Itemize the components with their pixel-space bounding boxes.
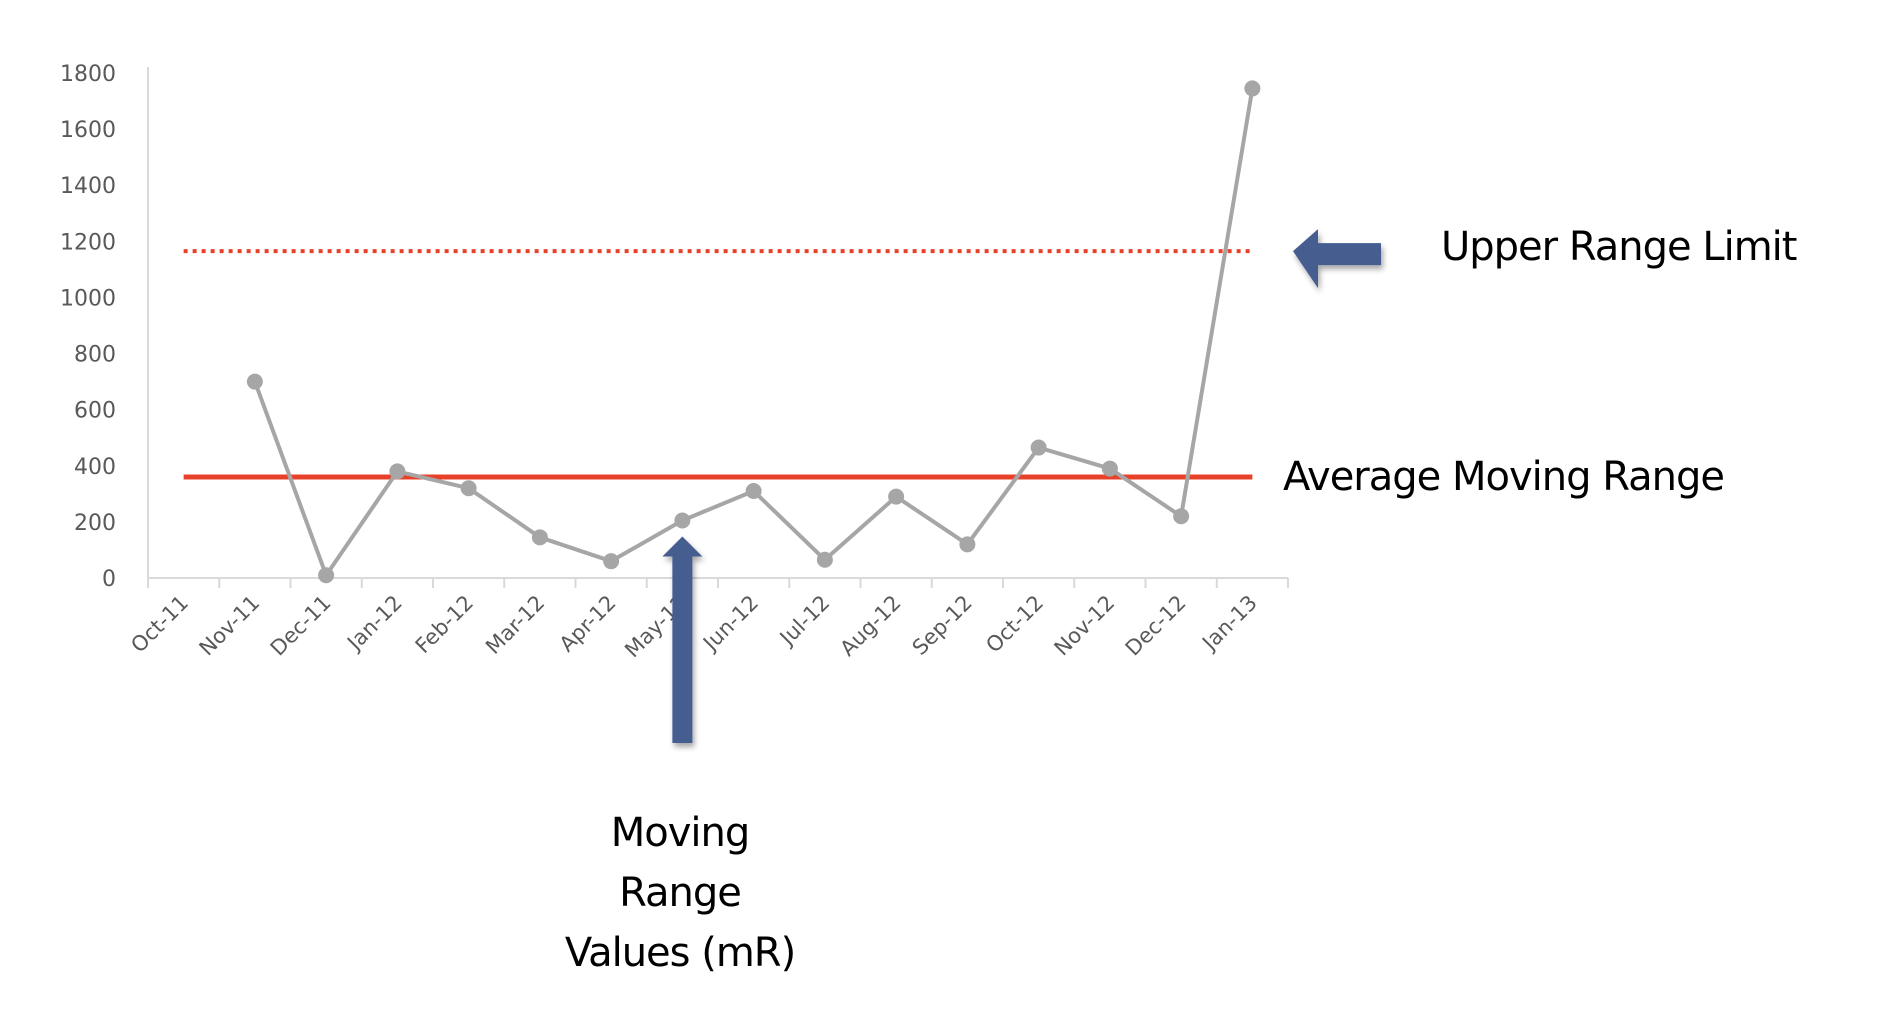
- data-point-marker: [246, 373, 263, 390]
- y-tick-label: 400: [74, 455, 116, 480]
- y-tick-label: 1800: [60, 62, 116, 87]
- y-tick-label: 1400: [60, 174, 116, 199]
- data-point-marker: [959, 536, 976, 553]
- data-point-marker: [1101, 460, 1118, 477]
- x-tick-label: Jun-12: [697, 591, 763, 657]
- x-tick-label: Dec-11: [266, 591, 336, 661]
- upper-range-limit-label: Upper Range Limit: [1441, 224, 1797, 270]
- data-point-marker: [1030, 439, 1047, 456]
- y-tick-label: 0: [102, 567, 116, 592]
- left-arrow-icon: [1293, 229, 1381, 289]
- up-arrow-icon: [662, 536, 703, 743]
- data-point-marker: [318, 567, 335, 584]
- x-tick-label: Feb-12: [411, 591, 479, 659]
- y-tick-label: 1200: [60, 230, 116, 255]
- x-tick-label: Oct-12: [981, 591, 1048, 658]
- x-axis: Oct-11 Nov-11 Dec-11 Jan-12 Feb-12 Mar-12 Apr-…: [126, 577, 1289, 662]
- series-line: [252, 88, 1255, 578]
- annotation-arrows: [662, 229, 1381, 743]
- mr-label-line-1: Moving: [610, 810, 751, 856]
- data-point-marker: [531, 529, 548, 546]
- data-point-marker: [888, 488, 905, 505]
- x-tick-label: Aug-12: [835, 591, 905, 661]
- y-axis: 0 200 400 600 800 1000 1200 1400 1600 1800: [60, 62, 149, 592]
- x-tick-label: Nov-11: [195, 591, 265, 661]
- data-point-marker: [460, 480, 477, 497]
- x-tick-label: Apr-12: [555, 591, 621, 657]
- y-tick-label: 1600: [60, 118, 116, 143]
- data-point-marker: [1173, 508, 1190, 525]
- y-tick-label: 600: [74, 399, 116, 424]
- data-series: [246, 80, 1261, 584]
- x-tick-label: Jul-12: [774, 591, 835, 652]
- x-tick-label: Jan-12: [341, 591, 407, 657]
- x-tick-label: Sep-12: [908, 591, 977, 660]
- data-point-marker: [816, 551, 833, 568]
- x-tick-label: Nov-12: [1050, 591, 1120, 661]
- y-tick-label: 800: [74, 343, 116, 368]
- average-moving-range-label: Average Moving Range: [1283, 454, 1725, 500]
- x-tick-label: Oct-11: [126, 591, 193, 658]
- moving-range-values-label: Moving Range Values (mR): [560, 803, 800, 983]
- data-point-marker: [1244, 80, 1261, 97]
- x-tick-label: Dec-12: [1121, 591, 1191, 661]
- reference-lines: [183, 249, 1253, 480]
- x-tick-label: Mar-12: [481, 591, 549, 659]
- data-point-marker: [603, 553, 620, 570]
- mr-label-line-3: Values (mR): [564, 930, 796, 976]
- x-tick-label: Jan-13: [1196, 591, 1262, 657]
- y-tick-label: 200: [74, 511, 116, 536]
- mr-label-line-2: Range: [619, 870, 742, 916]
- y-tick-label: 1000: [60, 286, 116, 311]
- data-point-marker: [674, 512, 691, 529]
- data-point-marker: [745, 483, 762, 500]
- data-point-marker: [389, 463, 406, 480]
